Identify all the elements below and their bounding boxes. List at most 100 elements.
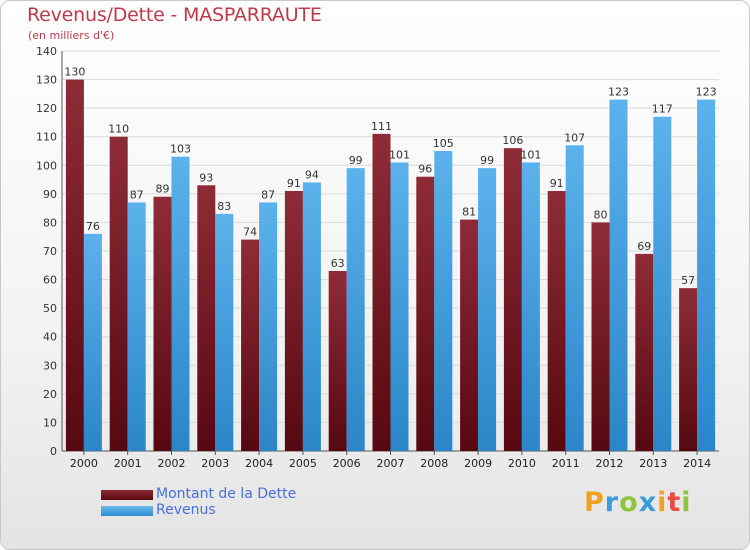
data-label-revenue: 105 — [433, 137, 454, 150]
data-label-revenue: 107 — [564, 131, 585, 144]
legend-label-debt: Montant de la Dette — [156, 486, 297, 502]
bar-debt — [547, 191, 566, 451]
logo-letter: r — [604, 487, 620, 518]
bar-debt — [460, 219, 479, 451]
data-label-revenue: 101 — [520, 148, 541, 161]
bar-revenue — [653, 116, 672, 451]
y-tick-label: 110 — [36, 131, 57, 144]
logo-letter: P — [584, 487, 605, 518]
data-label-debt: 93 — [199, 171, 213, 184]
y-tick-label: 130 — [36, 74, 57, 87]
data-label-debt: 96 — [418, 163, 432, 176]
bar-debt — [197, 185, 216, 452]
bar-revenue — [521, 162, 540, 451]
bar-revenue — [609, 99, 628, 452]
logo-letter: i — [657, 487, 668, 518]
data-label-debt: 111 — [371, 120, 392, 133]
logo-letter: x — [638, 487, 658, 518]
y-tick-label: 0 — [50, 445, 57, 458]
bar-debt — [241, 239, 260, 451]
bar-debt — [591, 222, 610, 451]
data-label-debt: 74 — [243, 226, 257, 239]
x-tick-label: 2014 — [683, 457, 711, 470]
x-tick-label: 2012 — [596, 457, 624, 470]
y-tick-label: 120 — [36, 102, 57, 115]
data-label-debt: 57 — [681, 274, 695, 287]
data-label-revenue: 101 — [389, 148, 410, 161]
y-tick-label: 80 — [43, 216, 57, 229]
logo-letter: o — [619, 487, 639, 518]
y-tick-label: 50 — [43, 302, 57, 315]
x-tick-label: 2007 — [377, 457, 405, 470]
data-label-revenue: 99 — [480, 154, 494, 167]
y-tick-label: 60 — [43, 274, 57, 287]
bars-layer — [65, 79, 716, 452]
data-label-revenue: 94 — [305, 168, 319, 181]
proxiti-logo: Proxiti — [584, 487, 692, 518]
logo-letter: i — [681, 487, 692, 518]
data-label-debt: 91 — [287, 177, 301, 190]
y-tick-label: 20 — [43, 388, 57, 401]
x-tick-label: 2006 — [333, 457, 361, 470]
bar-revenue — [215, 213, 234, 451]
y-tick-label: 40 — [43, 331, 57, 344]
chart-title: Revenus/Dette - MASPARRAUTE — [27, 4, 322, 26]
data-label-debt: 69 — [637, 240, 651, 253]
x-tick-label: 2003 — [201, 457, 229, 470]
x-tick-label: 2009 — [464, 457, 492, 470]
y-tick-label: 100 — [36, 159, 57, 172]
data-label-revenue: 99 — [349, 154, 363, 167]
legend-swatch-revenue — [101, 506, 153, 516]
data-label-debt: 106 — [502, 134, 523, 147]
data-label-revenue: 123 — [608, 86, 629, 99]
bar-debt — [372, 133, 391, 451]
data-label-revenue: 87 — [130, 188, 144, 201]
data-label-revenue: 117 — [652, 103, 673, 116]
bar-revenue — [478, 168, 497, 451]
bar-debt — [65, 79, 84, 452]
data-label-debt: 89 — [156, 183, 170, 196]
bar-debt — [635, 253, 654, 451]
bar-revenue — [697, 99, 716, 452]
x-tick-label: 2010 — [508, 457, 536, 470]
data-label-revenue: 87 — [261, 188, 275, 201]
logo-letter: t — [667, 487, 682, 518]
legend-swatch-debt — [101, 490, 153, 500]
x-tick-label: 2002 — [158, 457, 186, 470]
bar-revenue — [171, 156, 190, 451]
data-label-revenue: 103 — [170, 143, 191, 156]
data-label-debt: 80 — [594, 208, 608, 221]
bar-debt — [284, 191, 303, 451]
data-label-debt: 63 — [331, 257, 345, 270]
bar-debt — [416, 176, 435, 451]
y-tick-label: 90 — [43, 188, 57, 201]
data-label-revenue: 123 — [696, 86, 717, 99]
bar-revenue — [390, 162, 409, 451]
y-tick-label: 30 — [43, 359, 57, 372]
bar-revenue — [565, 145, 584, 452]
x-tick-label: 2005 — [289, 457, 317, 470]
data-label-debt: 130 — [64, 66, 85, 79]
bar-revenue — [302, 182, 321, 451]
chart-subtitle: (en milliers d'€) — [28, 29, 115, 42]
bar-debt — [109, 136, 128, 451]
x-tick-label: 2013 — [639, 457, 667, 470]
x-tick-label: 2011 — [552, 457, 580, 470]
bar-debt — [679, 288, 698, 451]
bar-debt — [503, 148, 522, 451]
bar-revenue — [127, 202, 146, 451]
bar-revenue — [346, 168, 365, 451]
y-tick-label: 140 — [36, 45, 57, 58]
y-tick-label: 10 — [43, 416, 57, 429]
data-label-debt: 110 — [108, 123, 129, 136]
data-label-debt: 81 — [462, 206, 476, 219]
bar-revenue — [83, 233, 102, 451]
bar-debt — [328, 271, 347, 451]
bar-debt — [153, 196, 172, 451]
bar-revenue — [434, 151, 453, 451]
legend-label-revenue: Revenus — [156, 502, 216, 518]
x-tick-label: 2008 — [420, 457, 448, 470]
